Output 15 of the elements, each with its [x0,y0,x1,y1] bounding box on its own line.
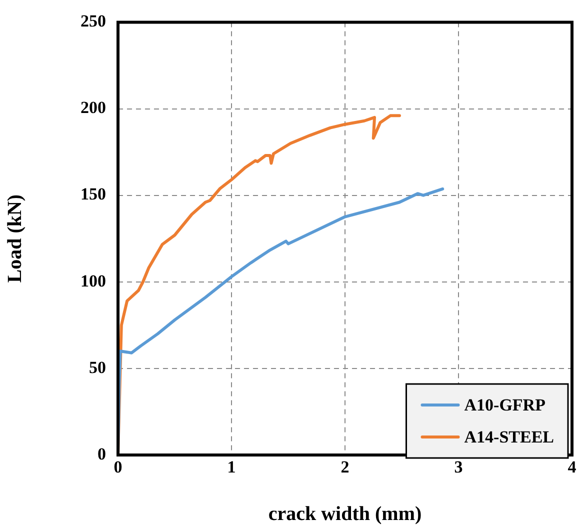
x-tick-label: 3 [454,458,463,477]
legend-label: A10-GFRP [464,395,546,414]
x-tick-label: 4 [568,458,577,477]
y-tick-label: 150 [80,184,106,204]
y-axis-title: Load (kN) [4,194,26,283]
y-tick-label: 250 [80,12,106,31]
legend-label: A14-STEEL [464,427,554,446]
y-tick-label: 200 [80,98,106,118]
x-axis-title: crack width (mm) [268,503,422,526]
y-tick-label: 100 [80,271,106,290]
x-tick-label: 1 [227,458,236,477]
y-tick-label: 50 [89,358,106,377]
x-tick-label: 0 [114,458,122,477]
y-tick-label: 0 [98,444,106,464]
x-tick-label: 2 [340,458,350,477]
